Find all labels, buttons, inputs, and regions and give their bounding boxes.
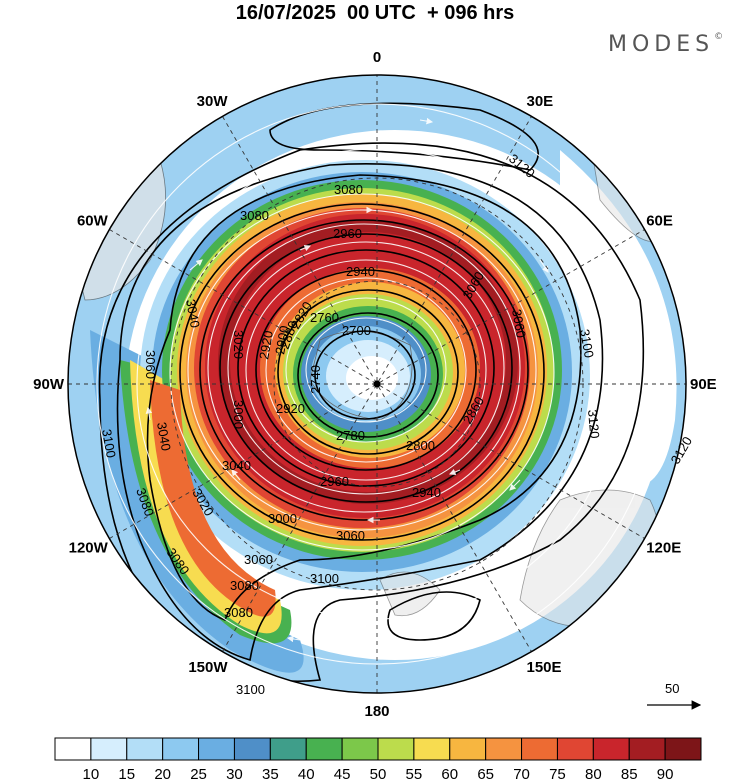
- contour-label: 3060: [336, 528, 365, 543]
- meridian-line: [109, 229, 645, 539]
- colorbar-tick-label: 55: [406, 766, 423, 782]
- colorbar-tick-label: 15: [118, 766, 135, 782]
- contour-label: 2920: [256, 329, 276, 360]
- colorbar-tick-label: 35: [262, 766, 279, 782]
- colorbar-tick-label: 70: [513, 766, 530, 782]
- contour-label: 3080: [230, 578, 259, 593]
- contour-label: 3100: [577, 328, 597, 359]
- contour-label: 3100: [310, 571, 339, 586]
- colorbar-tick-label: 25: [190, 766, 207, 782]
- colorbar-swatch: [90, 737, 128, 761]
- lon-0-label: 0: [373, 49, 381, 66]
- contour-label: 2700: [342, 323, 371, 338]
- lon-150w-label: 150W: [188, 659, 228, 676]
- colorbar-swatch: [162, 737, 200, 761]
- colorbar-swatch: [54, 737, 92, 761]
- colorbar-tick-label: 30: [226, 766, 243, 782]
- colorbar-tick-label: 80: [585, 766, 602, 782]
- contour-label: 2960: [320, 474, 349, 489]
- colorbar-tick-label: 45: [334, 766, 351, 782]
- colorbar-tick-label: 65: [477, 766, 494, 782]
- colorbar-swatch: [556, 737, 594, 761]
- meridian-line: [222, 116, 532, 652]
- colorbar-swatch: [628, 737, 666, 761]
- south-pole-marker: [373, 380, 381, 388]
- reference-vector-label: 50: [665, 681, 679, 696]
- colorbar-swatch: [305, 737, 343, 761]
- contour-label: 3080: [224, 605, 253, 620]
- contour-label: 3000: [268, 511, 297, 526]
- colorbar-swatch: [592, 737, 630, 761]
- lon-90w-label: 90W: [33, 376, 65, 393]
- colorbar-swatch: [126, 737, 164, 761]
- contour-label: 2940: [412, 485, 441, 500]
- contour-label: 3020: [231, 330, 246, 359]
- colorbar-tick-label: 60: [441, 766, 458, 782]
- map-boundary: [67, 74, 687, 694]
- contour-label: 2800: [406, 438, 435, 453]
- colorbar-tick-label: 90: [657, 766, 674, 782]
- lon-180-label: 180: [364, 703, 389, 720]
- lon-60e-label: 60E: [646, 213, 673, 230]
- contour-label: 3080: [334, 182, 363, 197]
- contour-labels: 3120 3120 3100 3120 3080 3060 2960 2940 …: [99, 151, 695, 697]
- colorbar-tick-label: 50: [370, 766, 387, 782]
- lon-30e-label: 30E: [527, 93, 554, 110]
- colorbar-swatch: [198, 737, 235, 761]
- meridians: [68, 75, 686, 693]
- contour-label: 2920: [276, 401, 305, 416]
- longitude-labels: 0 30E 60E 90E 120E 150E 180 150W 120W 90W 60W 30W: [33, 49, 717, 720]
- colorbar-swatch: [664, 737, 702, 761]
- colorbar-tick-label: 85: [621, 766, 638, 782]
- height-contours: [98, 102, 645, 683]
- contour-label: 2900: [272, 324, 292, 355]
- colorbar-swatch: [233, 737, 271, 761]
- contour-label: 3000: [231, 400, 246, 429]
- colorbar-swatch: [341, 737, 379, 761]
- lon-30w-label: 30W: [197, 93, 229, 110]
- lon-120e-label: 120E: [646, 540, 681, 557]
- colorbar-tick-label: 75: [549, 766, 566, 782]
- lon-150e-label: 150E: [527, 659, 562, 676]
- lon-90e-label: 90E: [690, 376, 717, 393]
- contour-label: 3040: [154, 421, 174, 452]
- contour-label: 3040: [183, 298, 203, 329]
- modes-logo: MODES©: [608, 32, 723, 57]
- colorbar-swatch: [269, 737, 307, 761]
- copyright-mark: ©: [714, 32, 724, 42]
- contour-label: 3100: [99, 428, 119, 459]
- contour-label: 3120: [585, 409, 602, 439]
- colorbar-swatch: [485, 737, 523, 761]
- reference-vector: 50: [647, 681, 702, 710]
- colorbar-tick-label: 10: [83, 766, 100, 782]
- contour-label: 3060: [509, 308, 529, 339]
- colorbar-swatch: [449, 737, 487, 761]
- contour-label: 2940: [346, 264, 375, 279]
- contour-label: 2960: [333, 226, 362, 241]
- lon-120w-label: 120W: [69, 540, 109, 557]
- colorbar-swatch: [413, 737, 451, 761]
- contour-label: 3060: [244, 552, 273, 567]
- contour-label: 2740: [308, 365, 323, 394]
- meridian-line: [109, 229, 645, 539]
- contour-label: 3080: [240, 208, 269, 223]
- colorbar-tick-label: 20: [154, 766, 171, 782]
- contour-label: 3100: [236, 682, 265, 697]
- map-title: 16/07/2025 00 UTC + 096 hrs: [235, 2, 515, 24]
- lon-60w-label: 60W: [77, 213, 109, 230]
- colorbar-tick-label: 40: [298, 766, 315, 782]
- contour-label: 2760: [310, 310, 339, 325]
- colorbar-swatch: [377, 737, 415, 761]
- colorbar: 10 15 20 25 30 35 40 45 50 55 60 65 70 75 80 85 90: [54, 737, 702, 782]
- contour-label: 3040: [222, 458, 251, 473]
- logo-text: MODES: [608, 32, 715, 57]
- contour-label: 2780: [336, 428, 365, 443]
- meridian-line: [222, 116, 532, 652]
- polar-map: 0 30E 60E 90E 120E 150E 180 150W 120W 90W 60W 30W 3…: [33, 49, 717, 720]
- colorbar-swatch: [521, 737, 558, 761]
- contour-label: 3060: [143, 350, 158, 379]
